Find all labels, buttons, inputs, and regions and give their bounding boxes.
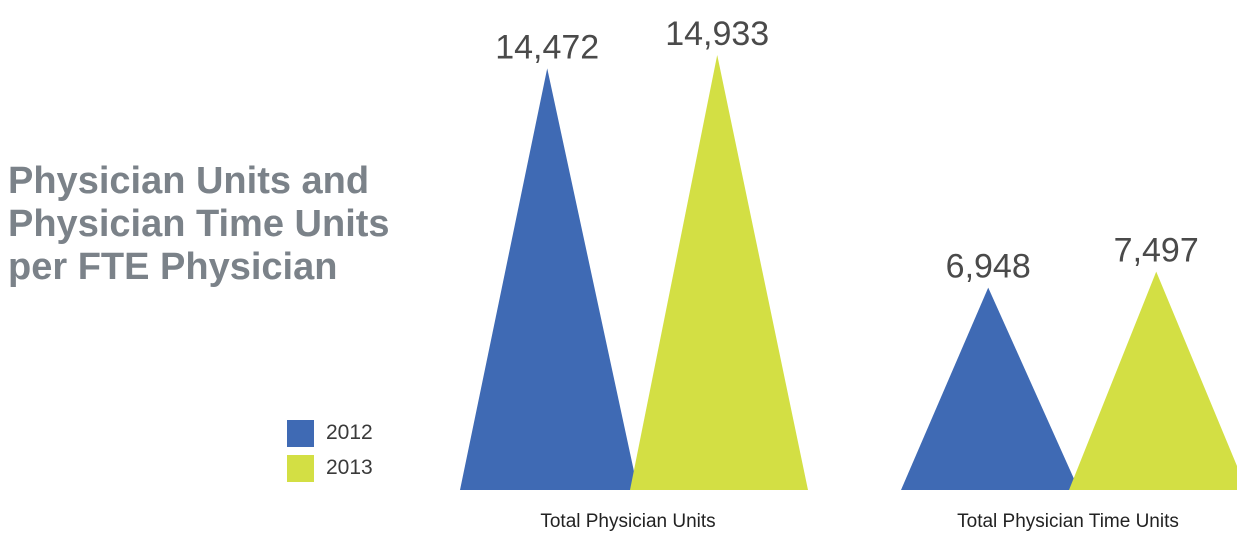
value-label-total-physician-time-units-2012: 6,948	[946, 248, 1031, 286]
value-label-total-physician-units-2013: 14,933	[665, 15, 769, 53]
value-label-total-physician-units-2012: 14,472	[495, 28, 599, 66]
legend-label-2013: 2013	[326, 456, 373, 479]
value-label-total-physician-time-units-2013: 7,497	[1114, 232, 1199, 270]
chart-title: Physician Units and Physician Time Units…	[8, 160, 428, 289]
legend-item-2013: 2013	[287, 453, 373, 483]
category-label-total-physician-units: Total Physician Units	[540, 511, 715, 532]
category-label-total-physician-time-units: Total Physician Time Units	[957, 511, 1179, 532]
chart-title-line-2: Physician Time Units	[8, 203, 390, 245]
legend-label-2012: 2012	[326, 421, 373, 444]
triangle-total-physician-time-units-2013	[1069, 271, 1237, 490]
chart-title-line-3: per FTE Physician	[8, 246, 338, 288]
legend-item-2012: 2012	[287, 418, 373, 448]
legend-swatch-2013	[287, 454, 314, 482]
triangle-total-physician-units-2013	[630, 54, 808, 490]
chart-title-line-1: Physician Units and	[8, 160, 370, 202]
triangle-total-physician-units-2012	[460, 68, 638, 491]
legend: 2012 2013	[287, 418, 373, 488]
triangle-total-physician-time-units-2012	[901, 287, 1079, 490]
legend-swatch-2012	[287, 419, 314, 447]
